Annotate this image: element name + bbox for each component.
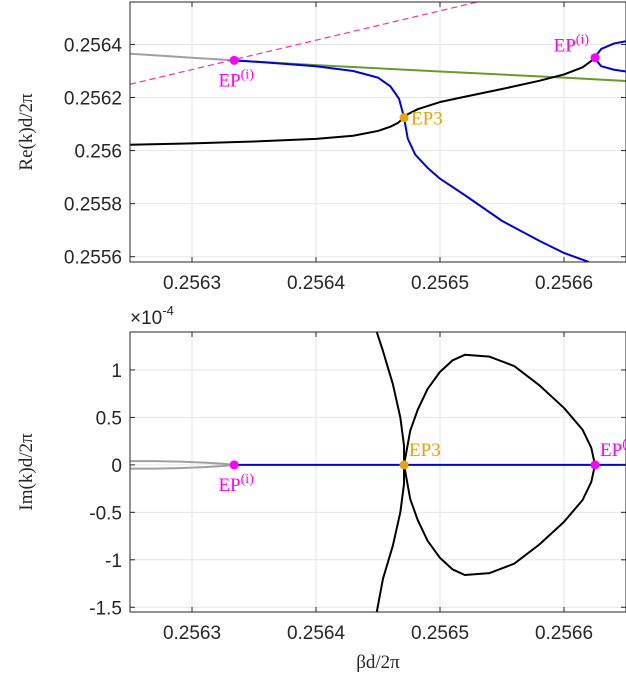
exponent-label: ×10-4 [130,303,174,329]
y-tick-label: 0.5 [96,408,122,429]
black-curve [375,332,406,612]
y-tick-label: 0.256 [74,142,122,163]
ep-marker-label: EP3 [411,109,443,130]
top-y-axis-label: Re(k)d/2π [16,93,37,171]
ep-label-sup: (i) [576,33,590,48]
blue-curve [234,59,406,118]
ep-label-base: EP [218,475,240,496]
ep-marker-label: EP(i) [554,33,590,57]
top-ticks: 0.2563 0.2564 0.2565 0.2566 0.2564 0.2562 0.25… [64,2,626,294]
ep-marker-label: EP(i) [218,67,254,91]
x-tick-label: 0.2566 [535,623,593,644]
ep-marker-dot [590,53,600,63]
ep-label-base: EP3 [411,109,443,130]
top-markers: EP(i)EP(i)EP3 [218,33,600,130]
bottom-grid [130,332,626,612]
top-series [130,2,626,262]
ep-marker-dot [229,55,239,65]
ep-marker-dot [590,460,600,470]
black-curve [403,56,596,119]
black-curve [130,116,405,146]
bottom-ticks: 0.2563 0.2564 0.2565 0.2566 1 0.5 0 -0.5 -1 -1.5 [89,332,626,644]
blue-curve [403,117,590,262]
ep-label-base: EP [554,36,576,57]
ep-label-base: EP [600,440,622,461]
ep-label-sup: (i) [241,472,255,487]
y-tick-label: -0.5 [89,503,122,524]
y-tick-label: -1 [105,551,122,572]
top-axes-box [129,1,626,263]
y-tick-label: -1.5 [89,598,122,619]
y-tick-label: 0.2564 [64,35,123,56]
grey-curve [130,463,235,470]
black-curve [403,353,596,466]
y-tick-label: 0 [111,456,122,477]
exponent-power: -4 [162,303,174,318]
blue-curve [594,40,626,59]
black-curve [403,464,596,576]
x-tick-label: 0.2564 [287,623,346,644]
bottom-x-axis-label: βd/2π [356,652,400,673]
y-tick-label: 1 [111,361,122,382]
x-tick-label: 0.2563 [163,273,221,294]
y-tick-label: 0.2562 [64,89,122,110]
bottom-axes-box [129,331,626,613]
ep-marker-label: EP(i) [600,437,626,461]
bottom-series [130,332,626,612]
ep-marker-dot [399,113,409,123]
bottom-y-axis-label: Im(k)d/2π [16,433,37,511]
x-tick-label: 0.2563 [163,623,221,644]
x-tick-label: 0.2565 [411,623,469,644]
ep-marker-dot [399,460,409,470]
grey-curve [130,52,235,62]
grey-curve [130,460,235,466]
ep-label-base: EP3 [409,440,441,461]
magenta_dash-curve [130,2,478,85]
ep-marker-label: EP(i) [218,472,254,496]
top-panel-real-part: EP(i)EP(i)EP3 0.2563 0.2564 0.2565 0.25660.… [16,1,626,294]
y-tick-label: 0.2556 [64,248,122,269]
exponent-base: ×10 [130,308,162,329]
ep-label-sup: (i) [622,437,626,452]
ep-label-base: EP [218,70,240,91]
x-tick-label: 0.2564 [287,273,346,294]
blue-curve [594,57,626,73]
y-tick-label: 0.2558 [64,195,122,216]
ep-label-sup: (i) [241,67,255,82]
top-grid [130,2,626,262]
ep-marker-label: EP3 [409,440,441,461]
x-tick-label: 0.2566 [535,273,593,294]
ep-marker-dot [229,460,239,470]
x-tick-label: 0.2565 [411,273,469,294]
